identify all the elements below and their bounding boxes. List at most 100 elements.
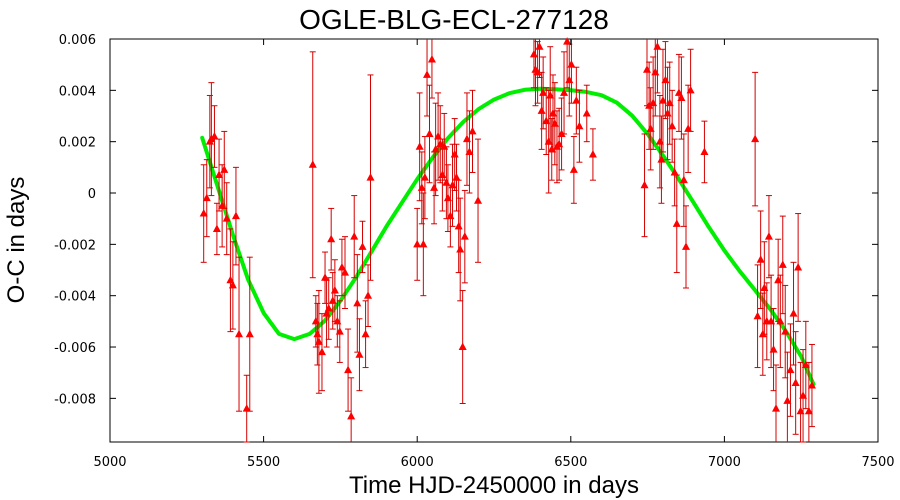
triangle-marker: [337, 262, 346, 271]
triangle-marker: [199, 209, 208, 217]
triangle-marker: [222, 214, 231, 222]
triangle-marker: [794, 262, 803, 271]
triangle-marker: [786, 365, 795, 374]
triangle-marker: [443, 193, 452, 202]
triangle-marker: [572, 96, 581, 104]
triangle-marker: [670, 167, 679, 176]
triangle-marker: [456, 244, 465, 253]
triangle-marker: [677, 93, 686, 102]
y-tick-label: -0.002: [54, 238, 96, 253]
triangle-marker: [448, 180, 457, 189]
triangle-marker: [431, 144, 440, 153]
triangle-marker: [212, 224, 221, 232]
triangle-marker: [807, 381, 816, 389]
triangle-marker: [242, 404, 251, 412]
triangle-marker: [557, 129, 566, 137]
y-tick-label: -0.008: [54, 392, 96, 407]
triangle-marker: [569, 165, 578, 173]
triangle-marker: [560, 88, 569, 96]
triangle-marker: [458, 342, 467, 351]
triangle-marker: [330, 286, 339, 294]
triangle-marker: [420, 173, 429, 181]
triangle-marker: [535, 42, 544, 50]
triangle-marker: [427, 55, 436, 63]
triangle-marker: [314, 337, 323, 345]
triangle-marker: [781, 327, 790, 335]
triangle-marker: [546, 90, 555, 99]
triangle-marker: [760, 283, 769, 291]
triangle-marker: [341, 268, 350, 276]
triangle-marker: [335, 327, 344, 335]
triangle-marker: [364, 291, 373, 299]
triangle-marker: [355, 350, 364, 358]
triangle-marker: [672, 219, 681, 227]
chart-title: OGLE-BLG-ECL-277128: [299, 4, 609, 35]
triangle-marker: [661, 75, 670, 84]
triangle-marker: [450, 150, 459, 158]
triangle-marker: [653, 42, 662, 50]
triangle-marker: [550, 119, 559, 127]
triangle-marker: [649, 98, 658, 107]
y-tick-label: -0.004: [54, 290, 96, 305]
y-tick-label: 0.002: [59, 136, 96, 151]
triangle-marker: [657, 155, 666, 163]
y-tick-label: -0.006: [54, 341, 96, 356]
data-point: [530, 39, 537, 89]
triangle-marker: [769, 345, 778, 353]
triangle-marker: [640, 180, 649, 189]
triangle-marker: [778, 260, 787, 268]
triangle-marker: [783, 396, 792, 404]
triangle-marker: [446, 211, 455, 220]
triangle-marker: [751, 134, 760, 143]
triangle-marker: [542, 116, 551, 125]
triangle-marker: [436, 139, 445, 148]
triangle-marker: [415, 142, 424, 150]
triangle-marker: [533, 67, 542, 76]
triangle-marker: [789, 309, 798, 317]
triangle-marker: [366, 173, 375, 181]
triangle-marker: [539, 88, 548, 96]
triangle-marker: [565, 75, 574, 84]
triangle-marker: [668, 121, 677, 130]
data-point: [773, 364, 780, 442]
triangle-marker: [756, 255, 765, 263]
triangle-marker: [245, 329, 254, 338]
x-tick-label: 5000: [93, 455, 126, 470]
triangle-marker: [322, 309, 331, 317]
triangle-marker: [804, 406, 813, 415]
triangle-marker: [684, 124, 693, 132]
triangle-marker: [442, 178, 451, 186]
triangle-marker: [772, 404, 781, 412]
triangle-marker: [308, 160, 317, 168]
triangle-marker: [799, 391, 808, 399]
fit-curve: [200, 86, 816, 387]
x-tick-label: 6000: [401, 455, 434, 470]
triangle-marker: [228, 280, 237, 289]
triangle-marker: [642, 65, 651, 73]
triangle-marker: [468, 126, 477, 135]
x-axis: 5000 5500 6000 6500 7000 7500: [93, 39, 895, 470]
y-axis: 0.006 0.004 0.002 0 -0.002 -0.004 -0.006 -0.008: [54, 33, 878, 407]
triangle-marker: [555, 139, 564, 148]
triangle-marker: [474, 196, 483, 204]
triangle-marker: [454, 221, 463, 230]
triangle-marker: [651, 67, 660, 76]
triangle-marker: [313, 329, 322, 338]
plot-area: [109, 37, 879, 443]
y-tick-label: 0: [88, 187, 96, 202]
triangle-marker: [231, 211, 240, 220]
triangle-marker: [361, 329, 370, 338]
triangle-marker: [347, 411, 356, 420]
triangle-marker: [674, 88, 683, 96]
triangle-marker: [413, 239, 422, 248]
triangle-marker: [529, 49, 538, 58]
triangle-marker: [462, 134, 471, 143]
data-point: [805, 361, 812, 442]
triangle-marker: [753, 311, 762, 320]
triangle-marker: [311, 316, 320, 325]
triangle-marker: [215, 170, 224, 179]
triangle-marker: [321, 273, 330, 281]
triangle-marker: [344, 365, 353, 374]
triangle-marker: [764, 232, 773, 240]
